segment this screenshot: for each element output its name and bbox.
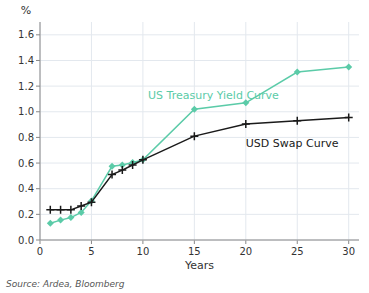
tick-label: 5 — [88, 246, 94, 257]
tick-mark — [348, 240, 349, 244]
tick-mark — [245, 240, 246, 244]
tick-label: 0.8 — [18, 132, 34, 143]
tick-label: 30 — [342, 246, 355, 257]
tick-mark — [142, 240, 143, 244]
grid-line — [40, 60, 359, 61]
grid-line — [40, 214, 359, 215]
marker-plus — [129, 161, 137, 169]
marker-plus — [67, 206, 75, 214]
marker-plus — [293, 117, 301, 125]
tick-mark — [40, 240, 41, 244]
marker-diamond — [47, 220, 54, 227]
marker-plus — [190, 132, 198, 140]
tick-label: 25 — [291, 246, 304, 257]
series-line — [50, 118, 348, 210]
marker-diamond — [67, 214, 74, 221]
tick-mark — [36, 163, 40, 164]
marker-diamond — [191, 106, 198, 113]
marker-diamond — [294, 69, 301, 76]
tick-mark — [194, 240, 195, 244]
tick-label: 1.2 — [18, 81, 34, 92]
y-axis-label: % — [21, 4, 31, 17]
tick-label: 15 — [188, 246, 201, 257]
grid-line — [40, 163, 359, 164]
marker-plus — [139, 156, 147, 164]
tick-label: 0.6 — [18, 158, 34, 169]
plot-area — [46, 63, 352, 226]
tick-label: 1.4 — [18, 55, 34, 66]
marker-plus — [118, 166, 126, 174]
tick-label: 20 — [239, 246, 252, 257]
grid-line — [348, 22, 349, 240]
grid-line — [40, 86, 359, 87]
grid — [36, 22, 359, 244]
tick-mark — [36, 86, 40, 87]
marker-plus — [77, 202, 85, 210]
grid-line — [40, 34, 359, 35]
curve-label: USD Swap Curve — [246, 137, 339, 150]
tick-label: 0.2 — [18, 209, 34, 220]
grid-line — [142, 22, 143, 240]
tick-mark — [297, 240, 298, 244]
chart: 0 5 10 15 20 25 30 0.0 0.2 0.4 0.6 0.8 1.0 1.2 1.4 1.6 U… — [0, 0, 369, 293]
x-axis-label: Years — [184, 259, 214, 272]
tick-label: 0.0 — [18, 235, 34, 246]
grid-line — [245, 22, 246, 240]
grid-line — [297, 22, 298, 240]
tick-mark — [91, 240, 92, 244]
curve-label: US Treasury Yield Curve — [148, 89, 279, 102]
marker-diamond — [139, 156, 146, 163]
marker-plus — [57, 206, 65, 214]
tick-label: 0.4 — [18, 183, 34, 194]
source-note: Source: Ardea, Bloomberg — [6, 279, 125, 289]
marker-plus — [242, 120, 250, 128]
series-line — [50, 67, 348, 223]
tick-mark — [36, 34, 40, 35]
tick-mark — [36, 240, 40, 241]
marker-plus — [87, 198, 95, 206]
tick-label: 0 — [37, 246, 43, 257]
tick-mark — [36, 137, 40, 138]
marker-diamond — [57, 217, 64, 224]
x-axis-line — [40, 240, 359, 241]
tick-mark — [36, 188, 40, 189]
marker-plus — [46, 206, 54, 214]
marker-plus — [108, 171, 116, 179]
marker-diamond — [109, 163, 116, 170]
grid-line — [194, 22, 195, 240]
tick-mark — [36, 111, 40, 112]
grid-line — [91, 22, 92, 240]
y-axis-line — [40, 22, 41, 240]
tick-label: 1.0 — [18, 106, 34, 117]
tick-label: 1.6 — [18, 29, 34, 40]
grid-line — [40, 188, 359, 189]
grid-line — [40, 111, 359, 112]
grid-line — [40, 22, 41, 240]
tick-mark — [36, 60, 40, 61]
tick-label: 10 — [137, 246, 150, 257]
grid-line — [40, 240, 359, 241]
marker-plus — [345, 114, 353, 122]
marker-diamond — [345, 63, 352, 70]
tick-mark — [36, 214, 40, 215]
